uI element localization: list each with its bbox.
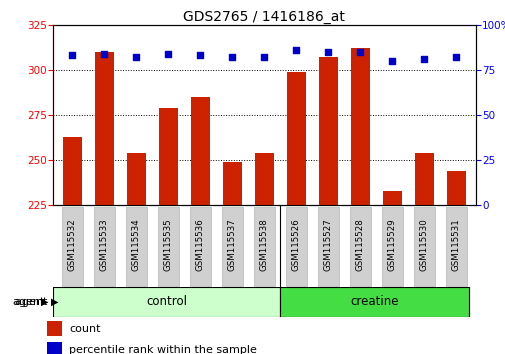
Text: GSM115530: GSM115530 — [419, 218, 428, 271]
Text: GSM115526: GSM115526 — [291, 218, 300, 271]
Text: GSM115532: GSM115532 — [68, 218, 77, 271]
Text: control: control — [146, 295, 187, 308]
Text: GSM115528: GSM115528 — [355, 218, 364, 271]
Text: percentile rank within the sample: percentile rank within the sample — [69, 345, 257, 354]
Text: GSM115538: GSM115538 — [260, 218, 268, 271]
Bar — [286, 72, 306, 205]
Bar — [94, 52, 114, 205]
FancyBboxPatch shape — [254, 207, 274, 286]
Text: ▶: ▶ — [50, 297, 58, 307]
Point — [388, 58, 396, 64]
FancyBboxPatch shape — [414, 207, 434, 286]
Bar — [382, 191, 401, 205]
Point — [451, 55, 460, 60]
Text: GSM115534: GSM115534 — [132, 218, 140, 271]
FancyBboxPatch shape — [190, 207, 210, 286]
Text: GSM115537: GSM115537 — [227, 218, 236, 271]
Text: GSM115535: GSM115535 — [164, 218, 173, 271]
Point — [196, 53, 204, 58]
Text: GSM115533: GSM115533 — [99, 218, 109, 271]
FancyBboxPatch shape — [349, 207, 370, 286]
Text: GSM115529: GSM115529 — [387, 218, 396, 271]
Bar — [350, 48, 369, 205]
Point — [132, 55, 140, 60]
FancyBboxPatch shape — [126, 207, 146, 286]
Point — [100, 51, 108, 57]
Text: count: count — [69, 324, 100, 334]
FancyBboxPatch shape — [222, 207, 242, 286]
Bar — [63, 137, 82, 205]
FancyBboxPatch shape — [280, 287, 468, 317]
Text: GSM115531: GSM115531 — [451, 218, 460, 271]
Point — [68, 53, 76, 58]
FancyBboxPatch shape — [381, 207, 402, 286]
Bar — [47, 321, 62, 336]
Point — [292, 47, 300, 53]
Text: agent: agent — [13, 297, 45, 307]
Bar — [446, 171, 465, 205]
Bar — [255, 153, 273, 205]
Text: GSM115536: GSM115536 — [195, 218, 205, 271]
Bar — [318, 57, 337, 205]
Title: GDS2765 / 1416186_at: GDS2765 / 1416186_at — [183, 10, 344, 24]
Point — [260, 55, 268, 60]
Bar — [190, 97, 210, 205]
FancyBboxPatch shape — [53, 287, 280, 317]
Point — [356, 49, 364, 55]
Bar — [47, 342, 62, 354]
FancyBboxPatch shape — [94, 207, 114, 286]
FancyBboxPatch shape — [445, 207, 466, 286]
FancyBboxPatch shape — [62, 207, 82, 286]
FancyBboxPatch shape — [158, 207, 178, 286]
Text: agent: agent — [15, 297, 51, 307]
Bar — [222, 162, 241, 205]
FancyBboxPatch shape — [286, 207, 306, 286]
FancyBboxPatch shape — [318, 207, 338, 286]
Point — [324, 49, 332, 55]
Bar — [126, 153, 145, 205]
Text: creatine: creatine — [350, 295, 398, 308]
Bar — [414, 153, 433, 205]
Point — [228, 55, 236, 60]
Point — [420, 56, 428, 62]
Text: ▶: ▶ — [40, 297, 48, 307]
Point — [164, 51, 172, 57]
Text: GSM115527: GSM115527 — [323, 218, 332, 271]
Bar — [159, 108, 178, 205]
